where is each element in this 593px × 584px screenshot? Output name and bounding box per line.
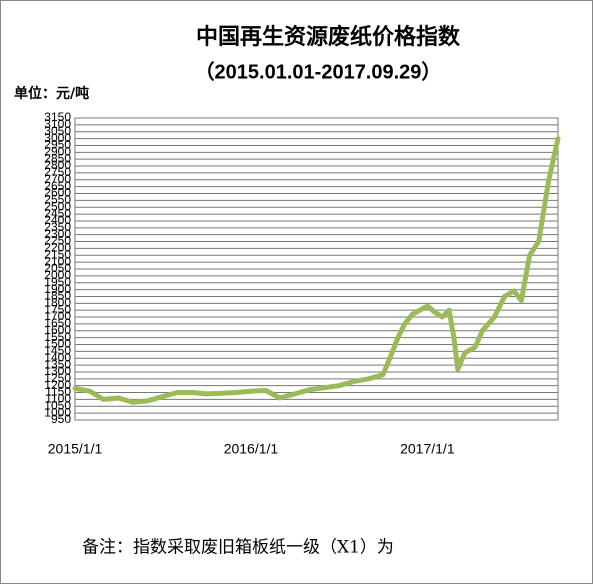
y-tick-label: 1750 <box>44 302 71 316</box>
y-tick-label: 2200 <box>44 241 71 255</box>
y-tick-label: 1550 <box>44 330 71 344</box>
y-tick-label: 2400 <box>44 213 71 227</box>
y-tick-label: 1600 <box>44 323 71 337</box>
y-tick-label: 950 <box>51 412 71 426</box>
y-tick-label: 2700 <box>44 172 71 186</box>
x-tick-label: 2016/1/1 <box>224 441 279 457</box>
y-tick-label: 1150 <box>45 385 71 399</box>
data-line <box>72 136 561 405</box>
chart-title: 中国再生资源废纸价格指数 <box>196 24 461 50</box>
y-tick-label: 2550 <box>44 193 71 207</box>
y-tick-label: 1000 <box>44 405 71 419</box>
y-tick-label: 2100 <box>44 254 71 268</box>
y-tick-label: 2000 <box>44 268 71 282</box>
y-tick-label: 1250 <box>44 371 71 385</box>
y-tick-label: 1950 <box>44 275 71 289</box>
plot-border <box>74 117 559 421</box>
y-tick-label: 2750 <box>44 165 71 179</box>
y-tick-label: 3050 <box>44 124 71 138</box>
y-tick-label: 3000 <box>44 131 71 145</box>
y-tick-label: 2900 <box>44 144 71 158</box>
y-tick-label: 2500 <box>44 199 71 213</box>
y-tick-label: 1100 <box>45 392 71 406</box>
y-tick-label: 2600 <box>44 186 71 200</box>
y-tick-label: 2950 <box>44 138 71 152</box>
y-tick-label: 2650 <box>44 179 71 193</box>
y-tick-label: 2850 <box>44 151 71 165</box>
y-tick-label: 1500 <box>44 337 71 351</box>
y-tick-label: 1450 <box>44 344 71 358</box>
y-tick-label: 1050 <box>44 398 71 412</box>
y-tick-label: 1650 <box>44 316 71 330</box>
y-tick-label: 2050 <box>44 261 71 275</box>
y-tick-label: 1350 <box>44 357 71 371</box>
y-tick-label: 1200 <box>44 378 71 392</box>
y-tick-label: 2450 <box>44 206 71 220</box>
y-tick-label: 2350 <box>44 220 71 234</box>
y-tick-label: 1800 <box>44 295 71 309</box>
y-tick-label: 2300 <box>44 227 71 241</box>
unit-label: 单位：元/吨 <box>14 85 89 102</box>
y-tick-label: 3150 <box>44 110 71 124</box>
y-tick-label: 1400 <box>44 350 71 364</box>
y-tick-label: 1700 <box>44 309 71 323</box>
y-tick-label: 1850 <box>44 289 71 303</box>
y-tick-label: 3100 <box>44 117 71 131</box>
y-tick-label: 1900 <box>44 282 71 296</box>
x-tick-label: 2017/1/1 <box>400 441 455 457</box>
y-tick-label: 2150 <box>44 247 71 261</box>
y-tick-label: 2800 <box>44 158 71 172</box>
chart-subtitle: （2015.01.01-2017.09.29） <box>195 60 442 83</box>
y-tick-label: 2250 <box>44 234 71 248</box>
y-tick-label: 1300 <box>44 364 71 378</box>
note: 备注：指数采取废旧箱板纸一级（X1）为 <box>82 538 394 558</box>
x-tick-label: 2015/1/1 <box>48 441 103 457</box>
